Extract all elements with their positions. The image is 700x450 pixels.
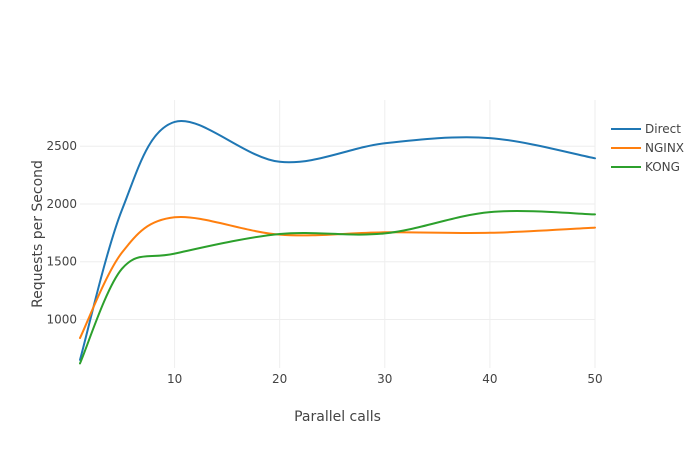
legend-label: Direct xyxy=(645,122,681,136)
legend-item-kong[interactable]: KONG xyxy=(611,160,680,174)
legend-label: NGINX xyxy=(645,141,684,155)
y-tick-label: 2000 xyxy=(46,197,77,211)
x-tick-label: 30 xyxy=(377,372,392,386)
y-tick-label: 1500 xyxy=(46,255,77,269)
grid xyxy=(80,100,596,368)
y-tick-label: 2500 xyxy=(46,139,77,153)
legend-item-nginx[interactable]: NGINX xyxy=(611,141,684,155)
x-tick-label: 40 xyxy=(482,372,497,386)
x-tick-label: 20 xyxy=(272,372,287,386)
x-axis-ticks: 10 20 30 40 50 xyxy=(167,372,603,386)
legend-item-direct[interactable]: Direct xyxy=(611,122,681,136)
series-line-direct xyxy=(79,119,596,361)
series-lines xyxy=(79,119,596,365)
series-line-nginx xyxy=(79,215,596,339)
y-tick-label: 1000 xyxy=(46,312,77,326)
legend[interactable]: Direct NGINX KONG xyxy=(611,122,684,174)
legend-label: KONG xyxy=(645,160,680,174)
y-axis-ticks: 1000 1500 2000 2500 xyxy=(46,139,77,326)
x-tick-label: 10 xyxy=(167,372,182,386)
x-axis-title: Parallel calls xyxy=(294,409,381,425)
series-line-kong xyxy=(79,210,596,365)
x-tick-label: 50 xyxy=(587,372,602,386)
y-axis-title: Requests per Second xyxy=(30,160,46,308)
